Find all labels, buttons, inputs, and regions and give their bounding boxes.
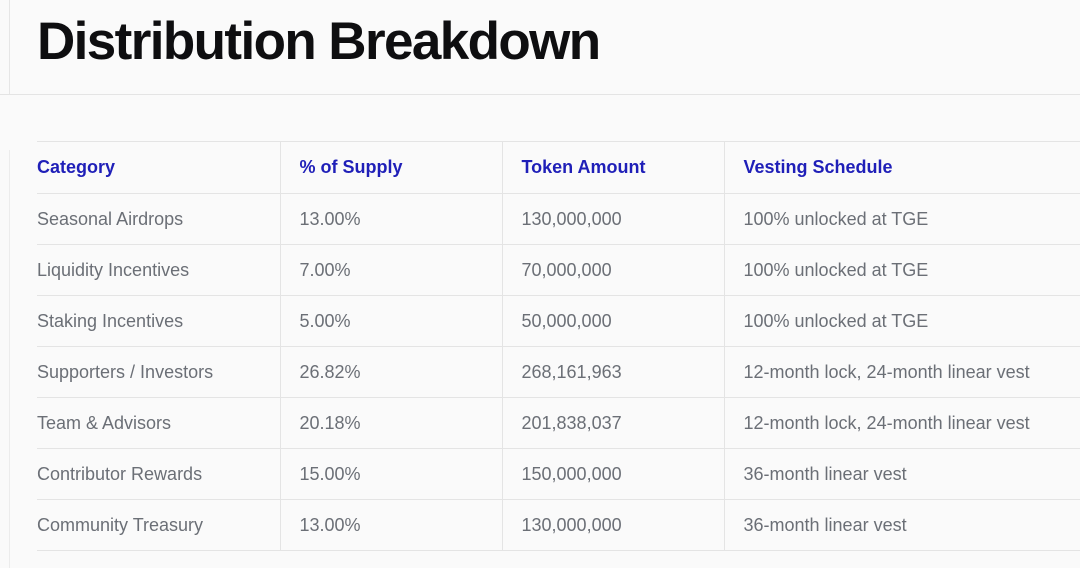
cell-category: Team & Advisors xyxy=(37,397,281,449)
cell-percent-of-supply: 7.00% xyxy=(280,244,503,296)
table-row: Liquidity Incentives 7.00% 70,000,000 10… xyxy=(37,244,1080,296)
header-divider xyxy=(0,94,1080,95)
left-border-lower xyxy=(9,150,10,568)
cell-token-amount: 268,161,963 xyxy=(502,346,725,398)
cell-category: Community Treasury xyxy=(37,499,281,551)
cell-vesting-schedule: 12-month lock, 24-month linear vest xyxy=(724,346,1080,398)
cell-token-amount: 201,838,037 xyxy=(502,397,725,449)
cell-token-amount: 130,000,000 xyxy=(502,193,725,245)
cell-vesting-schedule: 100% unlocked at TGE xyxy=(724,244,1080,296)
table-header: Category % of Supply Token Amount Vestin… xyxy=(37,141,1080,194)
cell-percent-of-supply: 20.18% xyxy=(280,397,503,449)
cell-token-amount: 50,000,000 xyxy=(502,295,725,347)
cell-percent-of-supply: 13.00% xyxy=(280,193,503,245)
cell-category: Supporters / Investors xyxy=(37,346,281,398)
table-row: Supporters / Investors 26.82% 268,161,96… xyxy=(37,346,1080,398)
cell-vesting-schedule: 36-month linear vest xyxy=(724,448,1080,500)
cell-category: Liquidity Incentives xyxy=(37,244,281,296)
distribution-table-container: Category % of Supply Token Amount Vestin… xyxy=(37,141,1080,551)
cell-category: Contributor Rewards xyxy=(37,448,281,500)
table-header-row: Category % of Supply Token Amount Vestin… xyxy=(37,141,1080,194)
table-row: Community Treasury 13.00% 130,000,000 36… xyxy=(37,499,1080,551)
table-row: Team & Advisors 20.18% 201,838,037 12-mo… xyxy=(37,397,1080,449)
cell-category: Staking Incentives xyxy=(37,295,281,347)
cell-vesting-schedule: 100% unlocked at TGE xyxy=(724,193,1080,245)
cell-percent-of-supply: 15.00% xyxy=(280,448,503,500)
cell-token-amount: 150,000,000 xyxy=(502,448,725,500)
cell-token-amount: 130,000,000 xyxy=(502,499,725,551)
table-body: Seasonal Airdrops 13.00% 130,000,000 100… xyxy=(37,193,1080,551)
column-header-vesting-schedule: Vesting Schedule xyxy=(724,141,1080,194)
page-title: Distribution Breakdown xyxy=(37,12,601,71)
cell-vesting-schedule: 100% unlocked at TGE xyxy=(724,295,1080,347)
cell-token-amount: 70,000,000 xyxy=(502,244,725,296)
cell-vesting-schedule: 36-month linear vest xyxy=(724,499,1080,551)
left-border xyxy=(9,0,10,94)
cell-percent-of-supply: 13.00% xyxy=(280,499,503,551)
cell-percent-of-supply: 5.00% xyxy=(280,295,503,347)
column-header-category: Category xyxy=(37,141,281,194)
cell-category: Seasonal Airdrops xyxy=(37,193,281,245)
cell-percent-of-supply: 26.82% xyxy=(280,346,503,398)
column-header-token-amount: Token Amount xyxy=(502,141,725,194)
column-header-percent-of-supply: % of Supply xyxy=(280,141,503,194)
table-row: Contributor Rewards 15.00% 150,000,000 3… xyxy=(37,448,1080,500)
distribution-table: Category % of Supply Token Amount Vestin… xyxy=(37,141,1080,551)
cell-vesting-schedule: 12-month lock, 24-month linear vest xyxy=(724,397,1080,449)
table-row: Seasonal Airdrops 13.00% 130,000,000 100… xyxy=(37,193,1080,245)
table-row: Staking Incentives 5.00% 50,000,000 100%… xyxy=(37,295,1080,347)
